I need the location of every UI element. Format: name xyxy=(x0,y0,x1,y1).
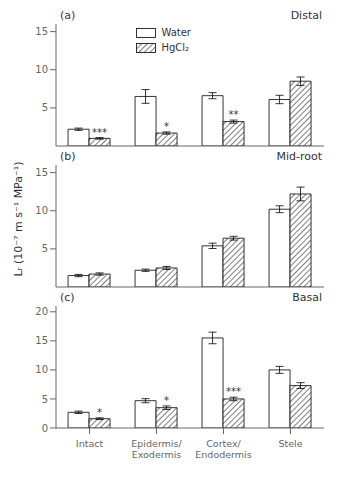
svg-text:**: ** xyxy=(229,109,239,120)
svg-text:5: 5 xyxy=(42,102,48,113)
svg-text:20: 20 xyxy=(35,306,48,317)
svg-text:Epidermis/Exodermis: Epidermis/Exodermis xyxy=(131,438,182,460)
html-text:HgCl₂: HgCl₂ xyxy=(161,42,189,53)
html-text:(a): (a) xyxy=(60,9,76,22)
svg-text:***: *** xyxy=(226,386,241,397)
svg-text:15: 15 xyxy=(35,26,48,37)
svg-text:Intact: Intact xyxy=(76,438,104,449)
html-text:Distal: Distal xyxy=(290,9,322,22)
svg-text:*: * xyxy=(164,395,169,406)
html-text:(b): (b) xyxy=(60,150,76,163)
svg-text:15: 15 xyxy=(35,167,48,178)
svg-text:Lᵣ (10⁻⁷ m s⁻¹ MPa⁻¹): Lᵣ (10⁻⁷ m s⁻¹ MPa⁻¹) xyxy=(12,161,25,276)
svg-text:0: 0 xyxy=(42,423,48,434)
svg-text:10: 10 xyxy=(35,64,48,75)
html-text:Mid-root: Mid-root xyxy=(276,150,322,163)
html-text:Basal: Basal xyxy=(292,291,322,304)
svg-text:Cortex/Endodermis: Cortex/Endodermis xyxy=(195,438,251,460)
svg-text:Stele: Stele xyxy=(278,438,302,449)
svg-text:*: * xyxy=(164,121,169,132)
svg-text:5: 5 xyxy=(42,394,48,405)
svg-text:15: 15 xyxy=(35,335,48,346)
svg-text:***: *** xyxy=(92,127,107,138)
svg-text:10: 10 xyxy=(35,205,48,216)
html-text:(c): (c) xyxy=(60,291,75,304)
svg-text:5: 5 xyxy=(42,243,48,254)
svg-text:*: * xyxy=(97,407,102,418)
svg-text:10: 10 xyxy=(35,364,48,375)
html-text:Water: Water xyxy=(161,27,191,38)
